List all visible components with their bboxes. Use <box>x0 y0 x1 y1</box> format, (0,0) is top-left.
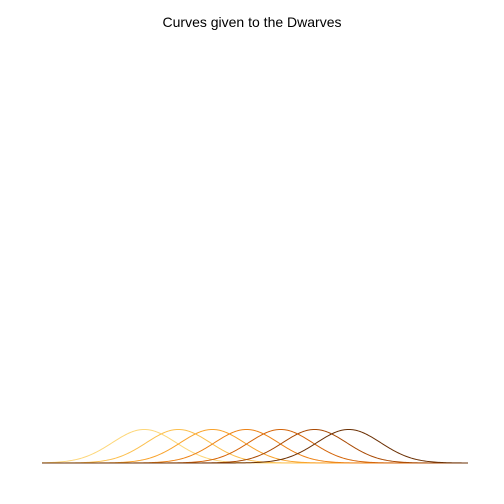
series-curve-7 <box>42 428 469 464</box>
series-curve-1 <box>41 428 468 464</box>
series-layer <box>41 428 469 464</box>
chart-title: Curves given to the Dwarves <box>162 14 342 30</box>
